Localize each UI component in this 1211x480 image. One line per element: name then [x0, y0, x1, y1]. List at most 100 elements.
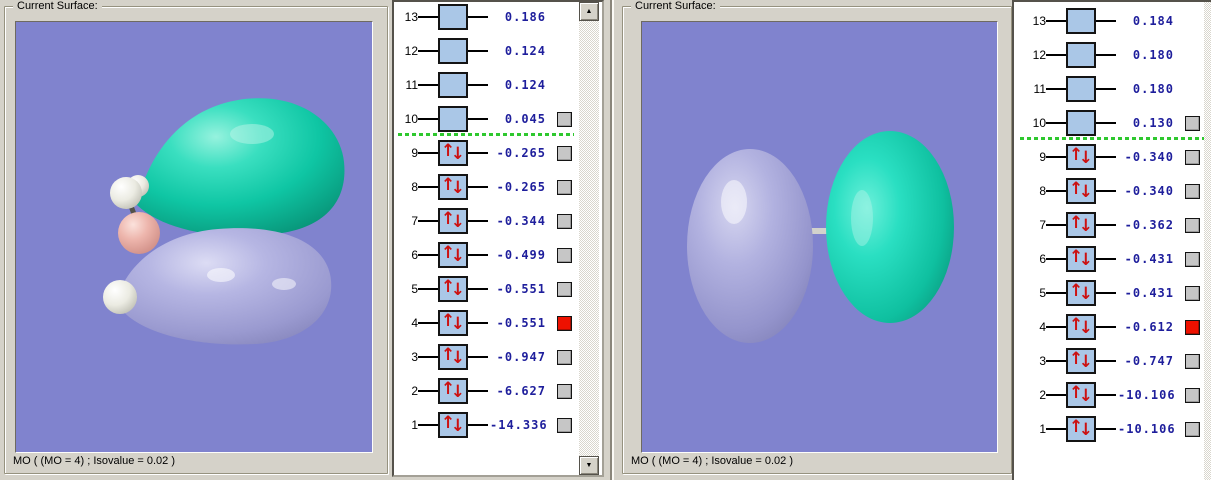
mo-orbital-box[interactable]: ↑ ↓ [438, 276, 468, 302]
mo-level-tick [1046, 156, 1066, 158]
mo-orbital-box[interactable]: ↑ ↓ [1066, 314, 1096, 340]
mo-level-tick [468, 390, 488, 392]
mo-energy-value: 0.184 [1132, 14, 1174, 28]
mo-orbital-box[interactable]: ↑ ↓ [438, 208, 468, 234]
mo-select-checkbox[interactable] [557, 213, 572, 229]
mo-orbital-box[interactable] [438, 38, 468, 64]
mo-orbital-box[interactable]: ↑ ↓ [1066, 416, 1096, 442]
mo-index-label: 5 [1039, 286, 1046, 300]
mo-level-row: 5 ↑ ↓ -0.431 [1014, 276, 1211, 310]
mo-level-row: 6 ↑ ↓ -0.431 [1014, 242, 1211, 276]
mo-level-tick [418, 84, 438, 86]
mo-energy-value: -10.106 [1118, 422, 1176, 436]
mo-orbital-box[interactable] [1066, 110, 1096, 136]
mo-index-label: 4 [1039, 320, 1046, 334]
scroll-down-icon: ▼ [585, 462, 593, 469]
mo-orbital-box[interactable]: ↑ ↓ [1066, 178, 1096, 204]
mo-select-checkbox[interactable] [557, 417, 572, 433]
mo-select-checkbox[interactable] [1185, 149, 1200, 165]
mo-select-checkbox[interactable] [1185, 285, 1200, 301]
mo-select-checkbox[interactable] [1185, 115, 1200, 131]
mo-orbital-box[interactable] [438, 72, 468, 98]
mo-level-tick [418, 322, 438, 324]
mo-select-checkbox[interactable] [1185, 251, 1200, 267]
mo-level-tick [1046, 360, 1066, 362]
left-mo-level-list: 13 0.186 12 0.124 11 0.124 10 0.045 9 ↑ ↓ -0.265 8 ↑ ↓… [394, 0, 602, 442]
mo-energy-value: 0.045 [504, 112, 546, 126]
mo-orbital-box[interactable] [1066, 76, 1096, 102]
mo-level-tick [468, 118, 488, 120]
mo-orbital-box[interactable]: ↑ ↓ [438, 140, 468, 166]
mo-level-tick [418, 356, 438, 358]
scroll-up-button[interactable]: ▲ [579, 2, 599, 21]
mo-orbital-box[interactable] [1066, 42, 1096, 68]
mo-level-row: 12 0.124 [394, 34, 602, 68]
mo-energy-value: 0.124 [504, 44, 546, 58]
mo-select-checkbox[interactable] [557, 349, 572, 365]
spin-up-icon: ↑ [441, 379, 456, 399]
spin-down-icon: ↓ [450, 280, 465, 300]
mo-level-tick [1096, 122, 1116, 124]
mo-index-label: 10 [404, 112, 418, 126]
mo-select-checkbox[interactable] [557, 179, 572, 195]
mo-level-row: 2 ↑ ↓ -6.627 [394, 374, 602, 408]
spin-up-icon: ↑ [441, 141, 456, 161]
mo-orbital-box[interactable] [438, 4, 468, 30]
mo-orbital-box[interactable]: ↑ ↓ [1066, 144, 1096, 170]
mo-level-row: 8 ↑ ↓ -0.340 [1014, 174, 1211, 208]
mo-orbital-box[interactable]: ↑ ↓ [438, 310, 468, 336]
mo-select-checkbox[interactable] [1185, 421, 1200, 437]
spin-up-icon: ↑ [1069, 349, 1084, 369]
mo-select-checkbox[interactable] [557, 111, 572, 127]
spin-down-icon: ↓ [1078, 284, 1093, 304]
mo-orbital-box[interactable]: ↑ ↓ [438, 174, 468, 200]
mo-select-checkbox[interactable] [1185, 183, 1200, 199]
mo-index-label: 7 [411, 214, 418, 228]
mo-select-checkbox[interactable] [557, 383, 572, 399]
mo-select-checkbox[interactable] [557, 247, 572, 263]
right-3d-viewport[interactable] [641, 21, 998, 453]
spin-up-icon: ↑ [441, 175, 456, 195]
mo-orbital-box[interactable]: ↑ ↓ [1066, 382, 1096, 408]
right-scrollbar-track-partial[interactable] [1204, 2, 1211, 480]
mo-orbital-box[interactable]: ↑ ↓ [438, 412, 468, 438]
mo-index-label: 12 [404, 44, 418, 58]
mo-level-row: 8 ↑ ↓ -0.265 [394, 170, 602, 204]
mo-orbital-box[interactable]: ↑ ↓ [1066, 348, 1096, 374]
mo-energy-value: 0.186 [504, 10, 546, 24]
mo-select-checkbox[interactable] [557, 315, 572, 331]
scrollbar-track[interactable] [579, 21, 599, 456]
mo-energy-value: -0.551 [496, 282, 546, 296]
mo-orbital-box[interactable]: ↑ ↓ [438, 344, 468, 370]
mo-orbital-box[interactable] [438, 106, 468, 132]
right-homo-lumo-divider [1020, 137, 1205, 140]
mo-select-checkbox[interactable] [1185, 387, 1200, 403]
mo-index-label: 8 [411, 180, 418, 194]
mo-level-tick [1046, 20, 1066, 22]
spin-down-icon: ↓ [1078, 216, 1093, 236]
spin-up-icon: ↑ [441, 243, 456, 263]
mo-select-checkbox[interactable] [557, 145, 572, 161]
left-3d-viewport[interactable] [15, 21, 373, 453]
mo-level-tick [418, 254, 438, 256]
mo-orbital-box[interactable]: ↑ ↓ [1066, 280, 1096, 306]
mo-orbital-box[interactable]: ↑ ↓ [1066, 212, 1096, 238]
mo-select-checkbox[interactable] [1185, 353, 1200, 369]
mo-select-checkbox[interactable] [1185, 217, 1200, 233]
mo-energy-value: -10.106 [1118, 388, 1176, 402]
spin-down-icon: ↓ [1078, 182, 1093, 202]
scroll-down-button[interactable]: ▼ [579, 456, 599, 475]
mo-select-checkbox[interactable] [557, 281, 572, 297]
mo-level-tick [1046, 258, 1066, 260]
negative-lobe [116, 228, 332, 345]
mo-orbital-box[interactable]: ↑ ↓ [438, 242, 468, 268]
mo-select-checkbox[interactable] [1185, 319, 1200, 335]
spin-up-icon: ↑ [1069, 213, 1084, 233]
mo-orbital-box[interactable] [1066, 8, 1096, 34]
mo-orbital-box[interactable]: ↑ ↓ [438, 378, 468, 404]
mo-level-row: 6 ↑ ↓ -0.499 [394, 238, 602, 272]
left-list-scrollbar[interactable]: ▲ ▼ [579, 2, 599, 475]
mo-energy-value: -0.340 [1124, 184, 1174, 198]
mo-orbital-box[interactable]: ↑ ↓ [1066, 246, 1096, 272]
right-mo-level-list: 13 0.184 12 0.180 11 0.180 10 0.130 9 ↑ ↓ -0.340 8 ↑ ↓… [1014, 4, 1211, 446]
